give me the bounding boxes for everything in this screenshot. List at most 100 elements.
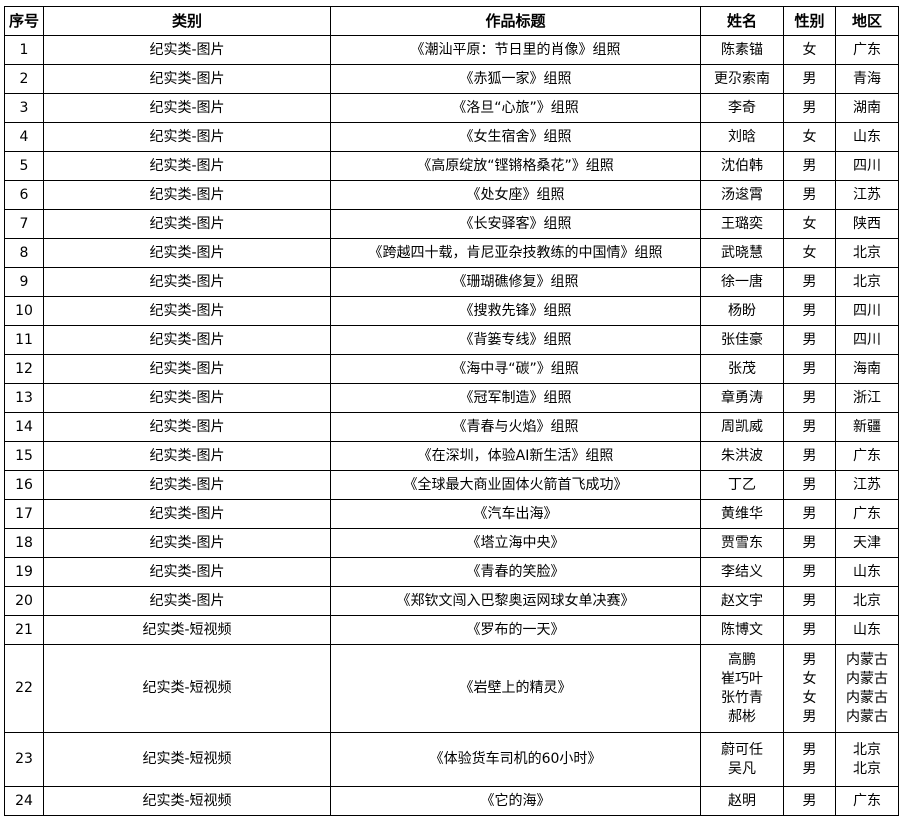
cell-region: 四川 [835, 325, 899, 355]
cell-name: 丁乙 [700, 470, 784, 500]
cell-region-line: 广东 [853, 792, 881, 809]
cell-category: 纪实类-图片 [43, 383, 331, 413]
cell-category: 纪实类-短视频 [43, 615, 331, 645]
cell-gender-line: 男 [802, 534, 817, 551]
cell-gender: 男 [783, 93, 836, 123]
cell-region-line: 北京 [853, 760, 881, 777]
cell-region: 新疆 [835, 412, 899, 442]
cell-name: 周凯威 [700, 412, 784, 442]
cell-region-line: 天津 [853, 534, 881, 551]
cell-title: 《郑钦文闯入巴黎奥运网球女单决赛》 [330, 586, 701, 616]
table-row: 24 纪实类-短视频 《它的海》 赵明 男 广东 [4, 786, 899, 816]
cell-name: 章勇涛 [700, 383, 784, 413]
header-name: 姓名 [700, 6, 784, 36]
cell-gender-line: 男 [802, 447, 817, 464]
cell-gender-line: 女 [802, 244, 817, 261]
table-row: 20 纪实类-图片 《郑钦文闯入巴黎奥运网球女单决赛》 赵文宇 男 北京 [4, 586, 899, 616]
cell-title: 《在深圳，体验AI新生活》组照 [330, 441, 701, 471]
header-title: 作品标题 [330, 6, 701, 36]
cell-gender-line: 男 [802, 792, 817, 809]
cell-name: 陈素锚 [700, 35, 784, 65]
table-row: 11 纪实类-图片 《背篓专线》组照 张佳豪 男 四川 [4, 325, 899, 355]
cell-title: 《塔立海中央》 [330, 528, 701, 558]
cell-no: 7 [4, 209, 44, 239]
cell-gender-line: 男 [802, 389, 817, 406]
cell-name: 陈博文 [700, 615, 784, 645]
cell-no: 13 [4, 383, 44, 413]
cell-region-line: 广东 [853, 41, 881, 58]
cell-title: 《珊瑚礁修复》组照 [330, 267, 701, 297]
table-row: 6 纪实类-图片 《处女座》组照 汤逡霄 男 江苏 [4, 180, 899, 210]
cell-region-line: 浙江 [853, 389, 881, 406]
table-row: 4 纪实类-图片 《女生宿舍》组照 刘晗 女 山东 [4, 122, 899, 152]
cell-category: 纪实类-图片 [43, 470, 331, 500]
cell-name-line: 章勇涛 [721, 389, 763, 406]
cell-title: 《它的海》 [330, 786, 701, 816]
cell-region-line: 江苏 [853, 186, 881, 203]
cell-gender: 男 [783, 296, 836, 326]
cell-gender: 女 [783, 35, 836, 65]
cell-gender-line: 男 [802, 418, 817, 435]
cell-name-line: 汤逡霄 [721, 186, 763, 203]
cell-gender-line: 男 [802, 302, 817, 319]
cell-category: 纪实类-图片 [43, 412, 331, 442]
cell-region: 青海 [835, 64, 899, 94]
cell-region: 山东 [835, 557, 899, 587]
cell-gender: 男 [783, 325, 836, 355]
cell-name: 黄维华 [700, 499, 784, 529]
cell-gender-line: 男 [802, 273, 817, 290]
cell-no: 6 [4, 180, 44, 210]
cell-gender-line: 男 [802, 331, 817, 348]
cell-title: 《潮汕平原：节日里的肖像》组照 [330, 35, 701, 65]
cell-region-line: 江苏 [853, 476, 881, 493]
cell-name-line: 王璐奕 [721, 215, 763, 232]
cell-region: 海南 [835, 354, 899, 384]
cell-title: 《青春的笑脸》 [330, 557, 701, 587]
header-category: 类别 [43, 6, 331, 36]
cell-name-line: 赵明 [728, 792, 756, 809]
cell-title: 《背篓专线》组照 [330, 325, 701, 355]
cell-title: 《洛旦“心旅”》组照 [330, 93, 701, 123]
cell-name-line: 沈伯韩 [721, 157, 763, 174]
cell-category: 纪实类-短视频 [43, 732, 331, 787]
cell-region: 广东 [835, 499, 899, 529]
cell-gender-line: 男 [802, 505, 817, 522]
cell-region-line: 内蒙古 [846, 651, 888, 668]
cell-region: 湖南 [835, 93, 899, 123]
cell-region: 江苏 [835, 180, 899, 210]
cell-no: 9 [4, 267, 44, 297]
cell-gender-line: 女 [802, 689, 817, 706]
cell-gender: 男女女男 [783, 644, 836, 733]
cell-region: 山东 [835, 615, 899, 645]
cell-name-line: 贾雪东 [721, 534, 763, 551]
cell-region: 浙江 [835, 383, 899, 413]
cell-category: 纪实类-图片 [43, 557, 331, 587]
cell-region-line: 山东 [853, 563, 881, 580]
cell-category: 纪实类-图片 [43, 296, 331, 326]
cell-category: 纪实类-图片 [43, 93, 331, 123]
cell-title: 《跨越四十载，肯尼亚杂技教练的中国情》组照 [330, 238, 701, 268]
cell-title: 《长安驿客》组照 [330, 209, 701, 239]
cell-no: 15 [4, 441, 44, 471]
table-row: 9 纪实类-图片 《珊瑚礁修复》组照 徐一唐 男 北京 [4, 267, 899, 297]
cell-category: 纪实类-图片 [43, 209, 331, 239]
cell-no: 2 [4, 64, 44, 94]
cell-region-line: 北京 [853, 273, 881, 290]
table-row: 7 纪实类-图片 《长安驿客》组照 王璐奕 女 陕西 [4, 209, 899, 239]
cell-gender: 男 [783, 557, 836, 587]
cell-gender: 男 [783, 180, 836, 210]
cell-name-line: 李结义 [721, 563, 763, 580]
cell-name-line: 蔚可任 [721, 741, 763, 758]
cell-name-line: 丁乙 [728, 476, 756, 493]
cell-no: 18 [4, 528, 44, 558]
cell-gender-line: 男 [802, 741, 817, 758]
table-row: 13 纪实类-图片 《冠军制造》组照 章勇涛 男 浙江 [4, 383, 899, 413]
cell-name: 张茂 [700, 354, 784, 384]
cell-gender-line: 女 [802, 41, 817, 58]
cell-region-line: 北京 [853, 741, 881, 758]
cell-title: 《冠军制造》组照 [330, 383, 701, 413]
cell-category: 纪实类-图片 [43, 267, 331, 297]
cell-title: 《赤狐一家》组照 [330, 64, 701, 94]
cell-no: 3 [4, 93, 44, 123]
cell-name-line: 张竹青 [721, 689, 763, 706]
